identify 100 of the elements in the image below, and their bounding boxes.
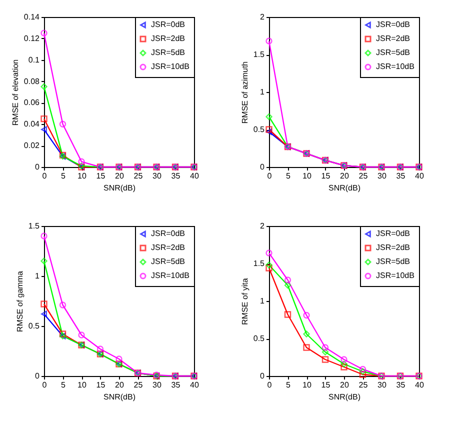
y-tick-label: 2 (260, 222, 266, 230)
point (59, 120, 66, 128)
point (266, 262, 272, 268)
point (340, 364, 348, 370)
point (78, 332, 85, 338)
point (266, 113, 272, 120)
point (266, 128, 272, 136)
x-tick-label: 30 (378, 172, 387, 180)
x-tick-label: 25 (358, 172, 368, 180)
point (322, 344, 329, 351)
x-tick-label: 5 (61, 172, 66, 180)
y-tick-label: 0.04 (24, 120, 40, 129)
y-tick-label: 0.02 (24, 141, 40, 150)
legend-label: JSR=10dB (151, 271, 190, 280)
point (303, 344, 310, 351)
x-tick-label: 25 (134, 380, 144, 390)
point (340, 356, 348, 363)
legend-label: JSR=5dB (151, 257, 186, 266)
x-tick-label: 0 (42, 172, 48, 180)
legend-label: JSR=0dB (376, 20, 410, 29)
x-tick-label: 20 (340, 380, 350, 390)
y-tick-label: 0 (35, 162, 40, 172)
x-tick-label: 40 (415, 380, 424, 390)
x-axis-title: SNR(dB) (103, 392, 136, 402)
point (284, 282, 292, 289)
y-tick-label: 1.5 (253, 50, 266, 59)
x-tick-label: 5 (286, 380, 292, 390)
x-axis-title: SNR(dB) (103, 184, 136, 192)
y-tick-label: 0.5 (253, 334, 266, 343)
x-tick-label: 20 (340, 172, 350, 180)
x-tick-label: 30 (152, 380, 162, 390)
legend-label: JSR=0dB (151, 229, 186, 238)
x-tick-label: 30 (152, 172, 162, 180)
y-tick-label: 0.1 (28, 55, 40, 64)
point (59, 330, 66, 338)
legend-label: JSR=10dB (151, 62, 190, 71)
y-tick-label: 0.06 (24, 98, 40, 108)
point (40, 258, 48, 264)
y-tick-label: 1.5 (28, 222, 40, 230)
point (40, 300, 48, 308)
point (284, 276, 292, 284)
x-tick-label: 5 (61, 380, 66, 390)
legend-label: JSR=0dB (151, 20, 186, 29)
x-axis-title: SNR(dB) (328, 392, 361, 402)
y-tick-label: 0.5 (253, 125, 266, 134)
point (303, 312, 310, 319)
legend-label: JSR=10dB (376, 62, 414, 71)
x-tick-label: 10 (78, 172, 87, 180)
legend-label: JSR=5dB (376, 257, 410, 266)
x-tick-label: 35 (396, 380, 406, 390)
point (359, 368, 366, 375)
x-tick-label: 0 (267, 172, 272, 180)
point (40, 83, 48, 90)
legend-label: JSR=2dB (376, 34, 410, 43)
y-tick-label: 2 (260, 12, 266, 22)
y-axis-title: RMSE of gamma (15, 270, 24, 332)
point (322, 356, 329, 363)
x-tick-label: 40 (190, 380, 200, 390)
x-tick-label: 0 (42, 380, 48, 390)
point (266, 264, 272, 272)
y-tick-label: 0.5 (28, 322, 40, 330)
y-axis-title: RMSE of elevation (10, 59, 20, 126)
x-tick-label: 10 (78, 380, 87, 390)
y-tick-label: 0.14 (24, 12, 40, 22)
x-tick-label: 15 (96, 380, 106, 390)
legend-label: JSR=5dB (376, 48, 410, 57)
point (359, 366, 366, 373)
x-tick-label: 40 (415, 172, 424, 180)
legend-label: JSR=5dB (151, 48, 186, 57)
y-tick-label: 1 (260, 296, 266, 306)
x-tick-label: 35 (171, 380, 181, 390)
legend-label: JSR=0dB (376, 229, 410, 238)
x-tick-label: 40 (190, 172, 200, 180)
y-tick-label: 1.5 (253, 259, 266, 268)
point (266, 126, 272, 133)
point (303, 330, 310, 338)
y-tick-label: 0.08 (24, 76, 40, 86)
legend-label: JSR=2dB (376, 243, 410, 252)
x-tick-label: 5 (286, 172, 292, 180)
legend-label: JSR=2dB (151, 34, 186, 43)
point (41, 310, 47, 318)
legend-label: JSR=10dB (376, 271, 414, 280)
x-tick-label: 20 (115, 172, 124, 180)
y-tick-label: 0 (260, 372, 266, 380)
point (359, 371, 366, 378)
point (96, 346, 104, 352)
x-axis-title: SNR(dB) (328, 184, 361, 192)
point (40, 115, 48, 122)
x-tick-label: 15 (321, 380, 331, 390)
x-tick-label: 15 (96, 172, 106, 180)
x-tick-label: 25 (358, 380, 368, 390)
y-tick-label: 0 (35, 372, 40, 380)
x-tick-label: 35 (396, 172, 406, 180)
y-tick-label: 1 (260, 88, 266, 96)
point (41, 126, 47, 133)
y-axis-title: RMSE of yita (240, 278, 250, 325)
x-tick-label: 20 (115, 380, 124, 390)
x-tick-label: 30 (378, 380, 387, 390)
y-tick-label: 0 (260, 162, 266, 172)
point (116, 356, 122, 362)
